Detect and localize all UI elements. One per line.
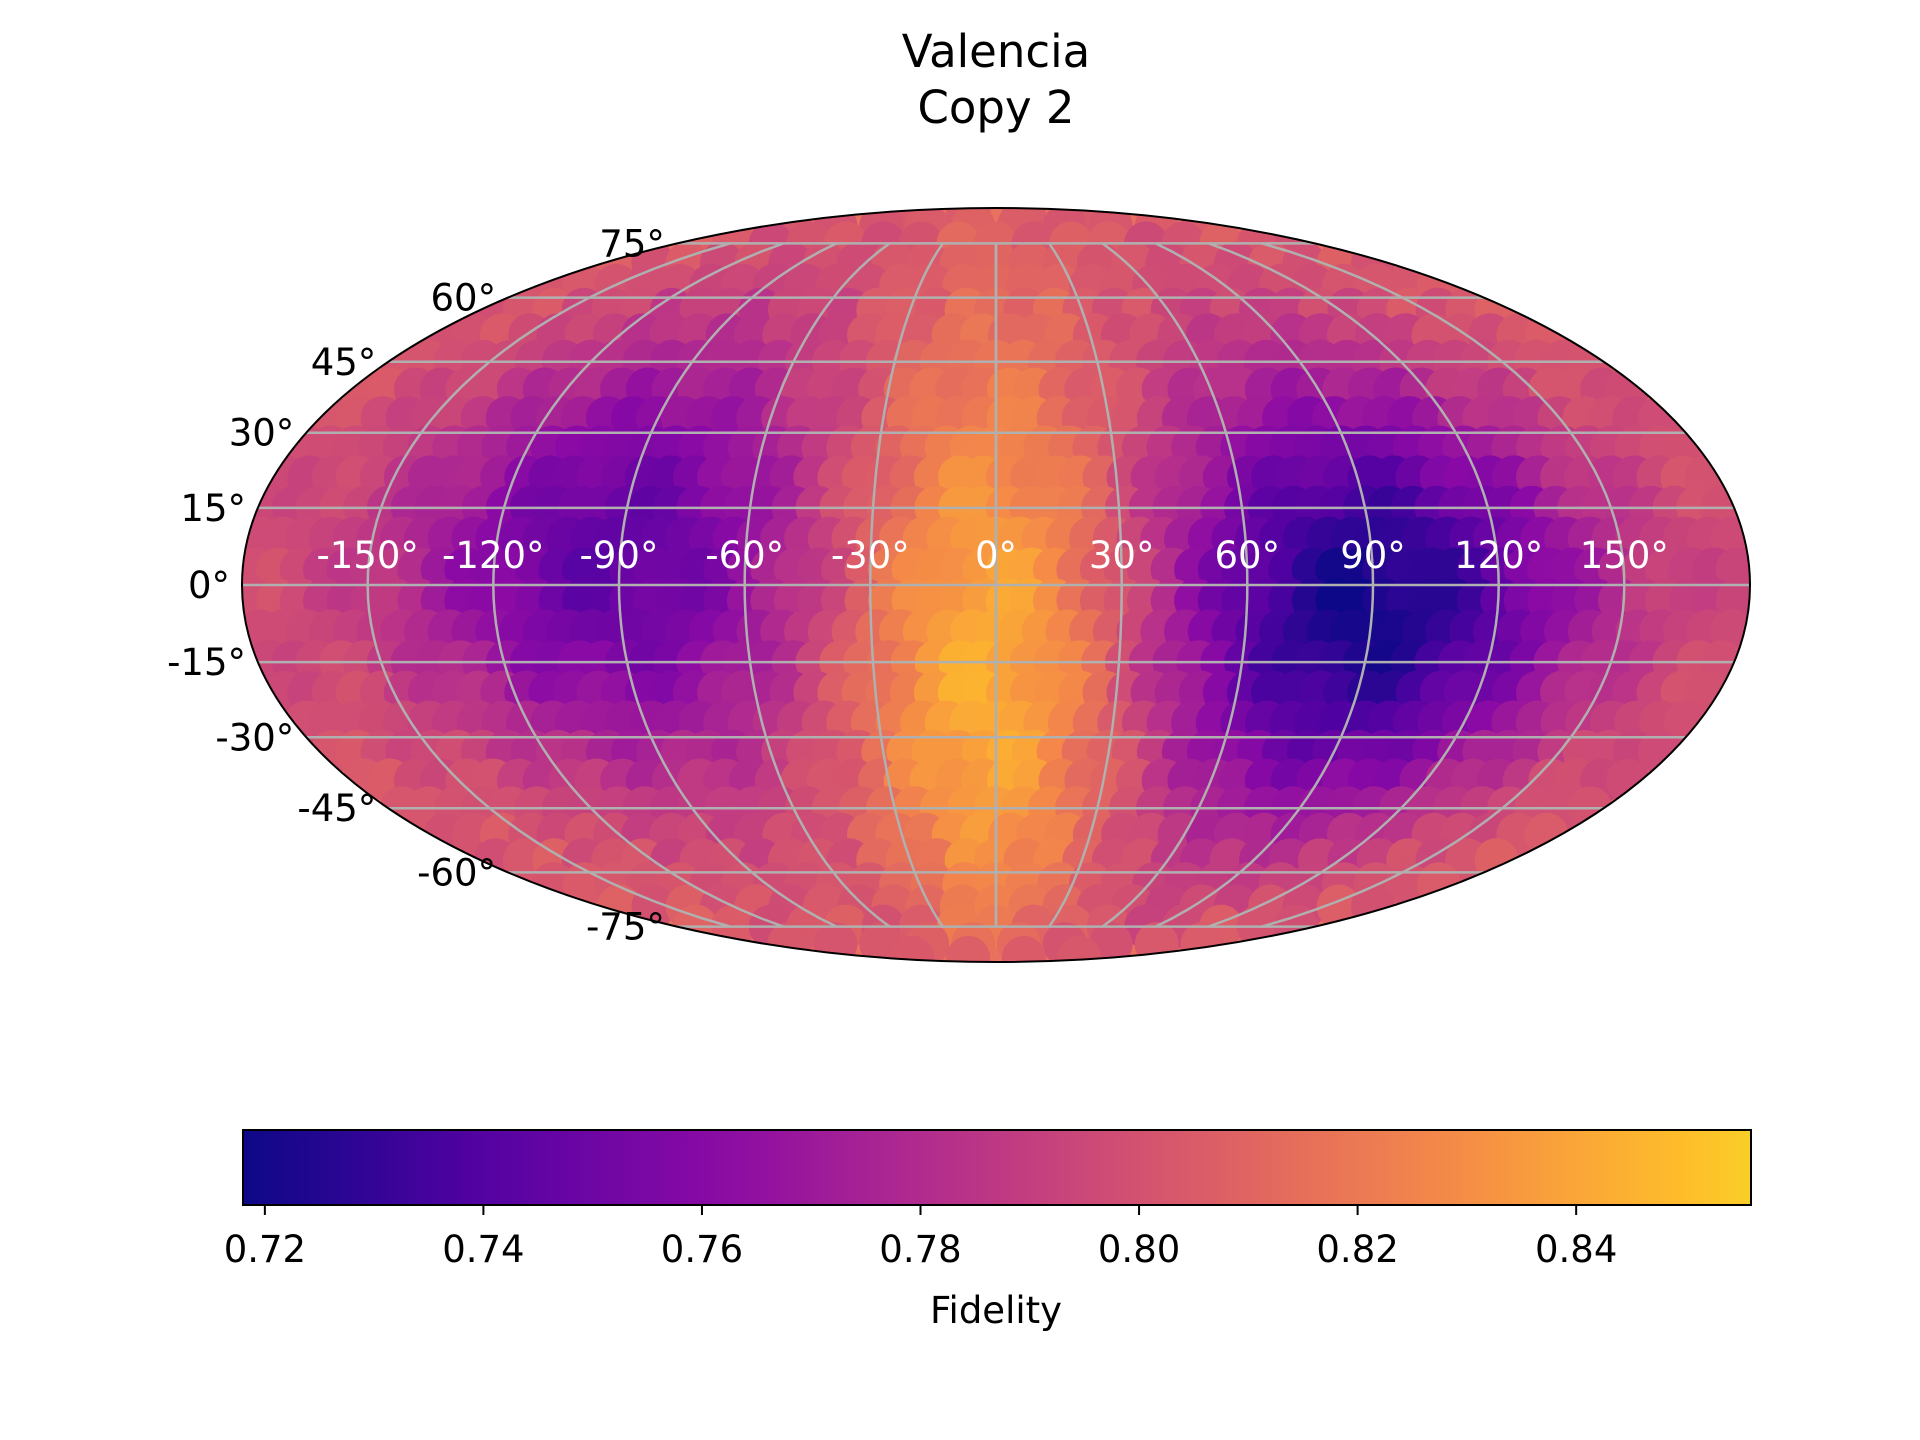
colorbar: 0.72 0.74 0.76 0.78 0.80 0.82 0.84 Fidelity — [224, 1129, 1752, 1332]
heatmap-patch — [1180, 922, 1225, 962]
longitude-tick-label: -60° — [705, 534, 784, 577]
colorbar-tick-label: 0.84 — [1535, 1228, 1617, 1271]
longitude-gridline — [1154, 242, 1375, 928]
colorbar-tick-label: 0.72 — [224, 1228, 306, 1271]
latitude-tick-label: 30° — [229, 412, 295, 455]
longitude-tick-label: 30° — [1089, 534, 1155, 577]
longitude-gridline — [1101, 242, 1249, 928]
latitude-tick-labels: 75° 60° 45° 30° 15° 0° -15° -30°-45° -60° -75° — [167, 222, 665, 948]
longitude-gridline — [492, 242, 784, 928]
latitude-tick-label: 15° — [180, 487, 246, 530]
longitude-gridline — [617, 242, 838, 928]
colorbar-tick-label: 0.78 — [879, 1228, 961, 1271]
latitude-tick-label: 0° — [188, 564, 230, 607]
heatmap-patch — [1057, 935, 1102, 962]
heatmap-patch — [813, 922, 858, 962]
longitude-tick-label: 120° — [1454, 534, 1543, 577]
colorbar-tick-label: 0.74 — [442, 1228, 524, 1271]
longitude-tick-labels: -150° -120° -90° -60° -30° 0° 30° 60° 90° 120° 150… — [316, 534, 1668, 577]
colorbar-gradient — [242, 1129, 1752, 1206]
colorbar-ticks: 0.72 0.74 0.76 0.78 0.80 0.82 0.84 — [224, 1205, 1617, 1271]
longitude-tick-label: -120° — [442, 534, 544, 577]
longitude-gridline — [869, 242, 944, 928]
map-gridlines — [242, 242, 1750, 928]
latitude-tick-label: 75° — [599, 222, 665, 265]
heatmap-patch — [1001, 935, 1046, 962]
longitude-gridline — [366, 242, 731, 928]
longitude-tick-label: 60° — [1215, 534, 1281, 577]
heatmap-patch — [890, 935, 935, 962]
map-outline — [241, 207, 1751, 963]
latitude-tick-label: 45° — [311, 341, 377, 384]
heatmap-patch — [767, 922, 812, 962]
longitude-gridline — [1048, 242, 1123, 928]
heatmap-patch — [946, 935, 991, 962]
latitude-tick-label: -45° — [297, 787, 376, 830]
longitude-tick-label: -90° — [580, 534, 659, 577]
colorbar-tick-label: 0.76 — [661, 1228, 743, 1271]
longitude-tick-label: 150° — [1580, 534, 1669, 577]
chart-title: Valencia Copy 2 — [902, 25, 1090, 134]
longitude-gridline — [743, 242, 891, 928]
heatmap-patch — [1605, 758, 1650, 803]
longitude-tick-label: -150° — [316, 534, 418, 577]
title-line-1: Valencia — [902, 25, 1090, 78]
latitude-tick-label: -75° — [586, 906, 665, 949]
longitude-gridline — [1208, 242, 1500, 928]
latitude-tick-label: -60° — [417, 851, 496, 894]
latitude-tick-label: 60° — [431, 277, 497, 320]
heatmap-patch — [1134, 922, 1179, 962]
longitude-gridline — [1261, 242, 1626, 928]
colorbar-tick-label: 0.80 — [1098, 1228, 1180, 1271]
latitude-tick-label: -15° — [167, 641, 246, 684]
longitude-tick-label: -30° — [831, 534, 910, 577]
colorbar-label: Fidelity — [930, 1289, 1062, 1332]
latitude-tick-label: -30° — [215, 716, 294, 759]
longitude-tick-label: 0° — [975, 534, 1017, 577]
longitude-tick-label: 90° — [1340, 534, 1406, 577]
colorbar-tick-label: 0.82 — [1316, 1228, 1398, 1271]
title-line-2: Copy 2 — [917, 81, 1074, 134]
